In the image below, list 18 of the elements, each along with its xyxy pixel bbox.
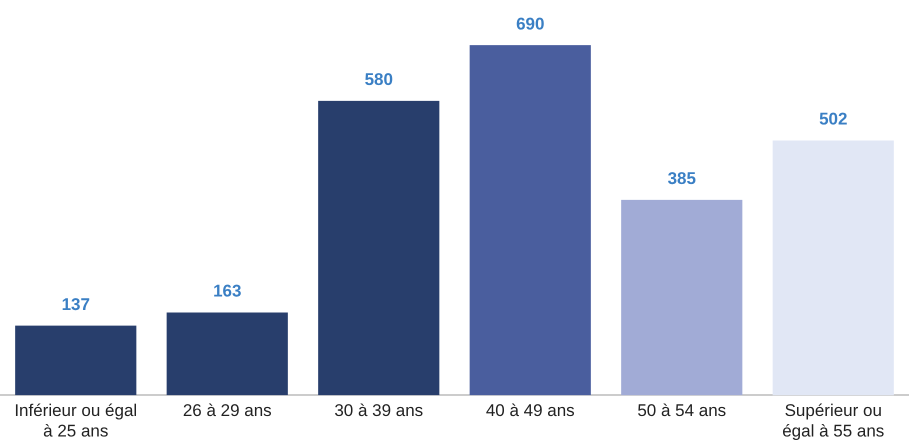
data-label: 385 [668,169,696,188]
bar [15,326,136,396]
bar [621,200,742,396]
bar [772,140,894,396]
data-label: 690 [516,14,544,34]
bar [470,45,591,396]
x-tick-label: 50 à 54 ans [637,401,726,420]
bar [318,100,440,396]
x-tick-label: Inférieur ou égal à 25 ans [14,401,138,440]
x-tick-label: 40 à 49 ans [486,401,575,420]
bar [166,312,288,396]
x-tick-label: 26 à 29 ans [182,401,272,420]
data-label: 502 [819,110,848,129]
data-label: 580 [364,70,393,90]
data-label: 163 [213,282,242,301]
x-tick-label: Supérieur ou égal à 55 ans [782,401,884,440]
data-label: 137 [62,294,90,314]
x-tick-label: 30 à 39 ans [334,401,424,420]
